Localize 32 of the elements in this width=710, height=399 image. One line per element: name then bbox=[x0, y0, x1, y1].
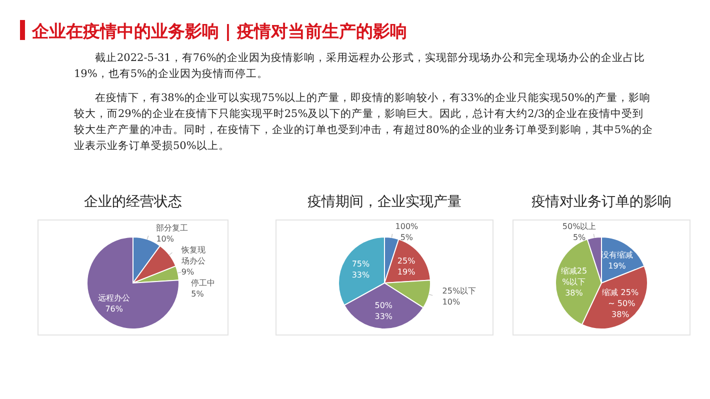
pie-slice bbox=[86, 236, 180, 330]
text: 在疫情下，有38%的企业可以实现75%以上的产量，即疫情的影响较小，有33%的企业只能实现50%的产量，影响较大，而29%的企业在疫情下只能实现平时25%及以下的产量，影响巨大。因此，总计有大约2/3的企业在疫情中受到较大生产产量的冲击。同时，在疫情下，企业的订单也受到冲击，有超过80%的企业的业务订单受到影响，其中5%的企业表示业务订单受损50%以上。 bbox=[74, 91, 654, 154]
slice-label: 缩减 25% ~ 50% bbox=[602, 288, 639, 308]
data-label: 10% bbox=[442, 298, 460, 307]
chart-title: 疫情期间，企业实现产量 bbox=[308, 194, 462, 210]
data-label: 33% bbox=[352, 270, 370, 280]
chart-title: 疫情对业务订单的影响 bbox=[532, 194, 672, 210]
data-label: 38% bbox=[565, 288, 584, 298]
data-label: 19% bbox=[397, 268, 416, 277]
data-label: 10% bbox=[156, 234, 174, 244]
data-label: 19% bbox=[608, 262, 626, 271]
data-label: 5% bbox=[191, 290, 204, 299]
data-label: 5% bbox=[572, 233, 586, 242]
data-label: 76% bbox=[105, 304, 124, 314]
slice-label: 停工中 bbox=[191, 278, 216, 288]
text: 企业在疫情中的业务影响 | 疫情对当前生产的影响 bbox=[31, 22, 408, 42]
data-label: 33% bbox=[374, 312, 393, 322]
slice-label: 75% bbox=[352, 259, 370, 268]
slice-label: 缩减25%以下 bbox=[560, 266, 588, 286]
slice-label: 50%以上 bbox=[562, 222, 596, 231]
slice-label: 部分复工 bbox=[156, 224, 188, 233]
slice-label: 25% bbox=[397, 256, 416, 266]
slice-label: 50% bbox=[374, 301, 393, 310]
slice-label: 100% bbox=[395, 222, 419, 231]
slice-label: 25%以下 bbox=[442, 286, 476, 296]
slice-label: 远程办公 bbox=[98, 294, 130, 303]
data-label: 38% bbox=[612, 310, 630, 320]
text: 截止2022-5-31，有76%的企业因为疫情影响，采用远程办公形式，实现部分现场办公和完全现场办公的企业占比19%，也有5%的企业因为疫情而停工。 bbox=[74, 51, 646, 82]
chart-title: 企业的经营状态 bbox=[84, 194, 182, 210]
data-label: 9% bbox=[181, 268, 195, 277]
slice-label: 恢复现场办公 bbox=[180, 246, 206, 266]
data-label: 5% bbox=[400, 233, 414, 242]
